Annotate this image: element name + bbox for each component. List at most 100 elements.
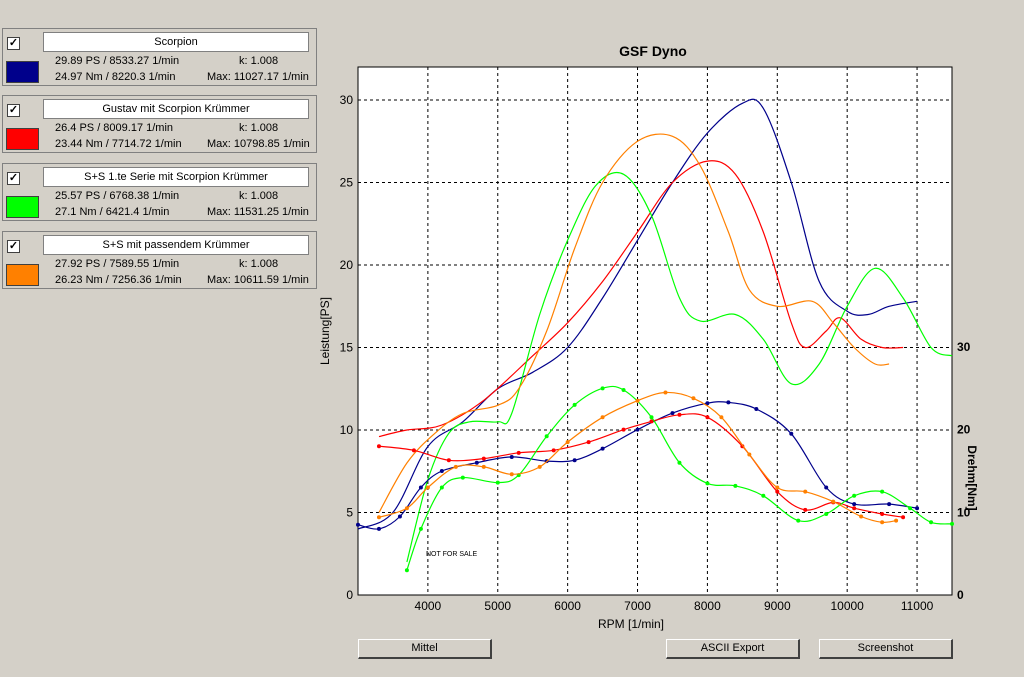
power-curve [378, 160, 904, 438]
torque-point [635, 427, 640, 432]
torque-curve [357, 401, 918, 530]
k-factor-text: k: 1.008 [239, 122, 279, 134]
torque-point [551, 448, 556, 453]
y-tick-label: 5 [346, 506, 353, 520]
x-tick-label: 5000 [484, 599, 511, 613]
mittel-button[interactable]: Mittel [358, 639, 492, 659]
torque-point [356, 522, 360, 527]
y-tick-label: 30 [340, 93, 354, 107]
torque-point [481, 456, 486, 461]
series-color-swatch[interactable] [6, 128, 39, 150]
torque-point [404, 506, 409, 511]
max-rpm-text: Max: 10611.59 1/min [207, 274, 309, 286]
peak-torque-text: 26.23 Nm / 7256.36 1/min [55, 274, 182, 286]
torque-point [929, 520, 934, 525]
torque-point [887, 502, 892, 507]
torque-point [719, 415, 724, 420]
torque-point [418, 526, 423, 531]
y-tick-label: 25 [340, 176, 354, 190]
y2-tick-label: 20 [957, 423, 971, 437]
torque-point [691, 396, 696, 401]
torque-point [852, 493, 857, 498]
torque-point [803, 507, 808, 512]
torque-point [439, 469, 444, 473]
torque-point [439, 485, 444, 490]
torque-point [677, 412, 682, 417]
torque-point [537, 464, 542, 469]
torque-point [565, 440, 570, 445]
torque-point [509, 472, 514, 477]
torque-point [397, 514, 402, 519]
torque-point [852, 506, 857, 511]
y-axis-label: Leistung[PS] [318, 297, 332, 365]
torque-point [446, 458, 451, 463]
power-curve [378, 133, 890, 513]
x-tick-label: 8000 [694, 599, 721, 613]
torque-point [705, 415, 710, 420]
torque-point [418, 485, 423, 490]
torque-point [600, 446, 605, 451]
max-rpm-text: Max: 11531.25 1/min [207, 206, 309, 218]
ascii-export-button[interactable]: ASCII Export [666, 639, 800, 659]
torque-point [901, 515, 906, 520]
series-color-swatch[interactable] [6, 196, 39, 218]
torque-point [915, 506, 920, 511]
y-tick-label: 10 [340, 423, 354, 437]
torque-point [908, 506, 913, 511]
peak-power-text: 25.57 PS / 6768.38 1/min [55, 190, 180, 202]
x-tick-label: 7000 [624, 599, 651, 613]
torque-point [425, 485, 430, 490]
torque-point [572, 458, 577, 463]
torque-point [880, 489, 885, 494]
screenshot-button[interactable]: Screenshot [819, 639, 953, 659]
torque-point [509, 454, 514, 459]
series-panel: ✓ Gustav mit Scorpion Krümmer 26.4 PS / 80… [2, 95, 317, 153]
axis-ticks: 4000 5000 6000 7000 8000 9000 10000 11000 0 5 10 15… [340, 93, 971, 613]
x-tick-label: 9000 [764, 599, 791, 613]
series-panel: ✓ Scorpion 29.89 PS / 8533.27 1/min 24.97 N… [2, 28, 317, 86]
torque-point [621, 387, 626, 392]
series-checkbox[interactable]: ✓ [7, 104, 20, 117]
torque-point [600, 415, 605, 420]
x-axis-label: RPM [1/min] [598, 617, 664, 631]
series-checkbox[interactable]: ✓ [7, 37, 20, 50]
peak-power-text: 29.89 PS / 8533.27 1/min [55, 55, 180, 67]
torque-point [677, 460, 682, 465]
series-layer [356, 98, 954, 573]
torque-curve [406, 385, 953, 571]
torque-point [544, 434, 549, 439]
series-name-field[interactable]: S+S 1.te Serie mit Scorpion Krümmer [43, 167, 309, 187]
torque-point [495, 480, 500, 485]
series-checkbox[interactable]: ✓ [7, 172, 20, 185]
chart-annotation: NOT FOR SALE [426, 551, 478, 558]
torque-point [705, 481, 710, 486]
series-name-field[interactable]: S+S mit passendem Krümmer [43, 235, 309, 255]
torque-point [649, 419, 654, 424]
series-color-swatch[interactable] [6, 264, 39, 286]
series-checkbox[interactable]: ✓ [7, 240, 20, 253]
torque-point [572, 402, 577, 407]
torque-point [789, 431, 794, 436]
torque-point [376, 526, 381, 531]
torque-point [474, 460, 479, 465]
torque-point [649, 415, 654, 420]
torque-point [796, 518, 801, 523]
torque-point [733, 483, 738, 488]
y-tick-label: 15 [340, 341, 354, 355]
y2-axis-label: Drehm[Nm] [965, 445, 979, 510]
torque-point [824, 511, 829, 516]
series-name-field[interactable]: Scorpion [43, 32, 309, 52]
y-tick-label: 20 [340, 258, 354, 272]
series-name-field[interactable]: Gustav mit Scorpion Krümmer [43, 99, 309, 119]
torque-point [859, 514, 864, 519]
torque-point [635, 398, 640, 403]
peak-torque-text: 24.97 Nm / 8220.3 1/min [55, 71, 176, 83]
x-tick-label: 11000 [901, 599, 934, 613]
x-tick-label: 4000 [415, 599, 442, 613]
max-rpm-text: Max: 11027.17 1/min [207, 71, 309, 83]
torque-point [950, 521, 954, 526]
series-color-swatch[interactable] [6, 61, 39, 83]
torque-point [376, 444, 381, 449]
y2-tick-label: 10 [957, 505, 971, 519]
